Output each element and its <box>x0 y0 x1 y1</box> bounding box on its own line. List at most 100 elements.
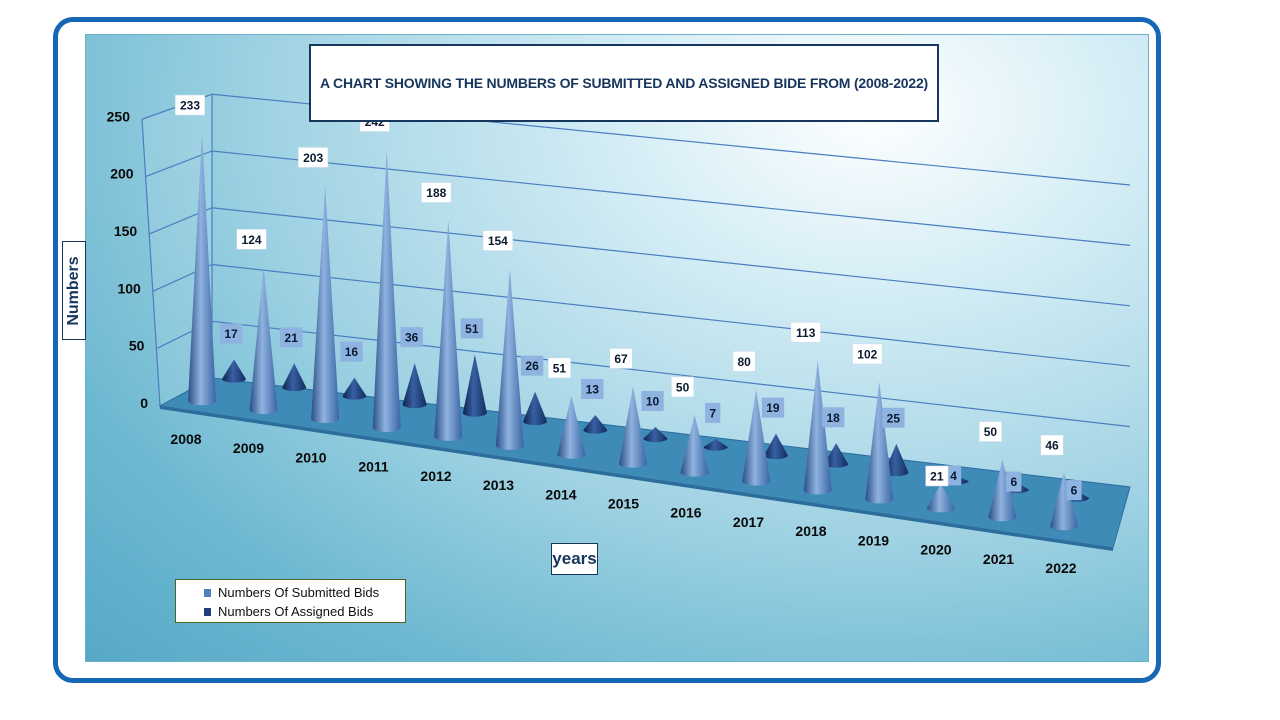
data-label-submitted-text: 102 <box>857 347 877 361</box>
data-label-assigned-text: 36 <box>405 331 419 345</box>
y-axis-title: Numbers <box>62 241 86 340</box>
data-label-assigned: 51 <box>460 318 484 339</box>
data-labels: 6 6 4 25 18 19 7 10 13 26 51 36 16 21 17 46 50 21 102 113 80… <box>174 94 1082 501</box>
data-label-submitted-box <box>298 147 329 168</box>
legend-label-submitted: Numbers Of Submitted Bids <box>218 585 380 600</box>
cone-assigned-body <box>462 354 487 417</box>
cone-submitted <box>372 149 401 432</box>
data-label-submitted: 113 <box>790 322 821 343</box>
cone-submitted <box>680 414 709 477</box>
data-label-assigned: 21 <box>280 327 303 348</box>
cone-assigned <box>583 415 608 434</box>
data-label-submitted: 67 <box>609 348 633 369</box>
data-label-assigned: 18 <box>821 407 845 428</box>
cone-submitted-body <box>249 267 278 415</box>
data-label-assigned-text: 25 <box>887 411 901 425</box>
data-label-submitted-box <box>174 94 206 116</box>
y-tick-label: 50 <box>129 338 145 354</box>
data-label-assigned-box <box>581 379 604 400</box>
data-label-assigned-text: 51 <box>465 322 479 336</box>
data-label-submitted-text: 46 <box>1045 439 1059 453</box>
cone-submitted-body <box>557 395 586 459</box>
data-label-assigned: 16 <box>340 341 363 362</box>
data-label-assigned: 36 <box>400 327 423 348</box>
legend: Numbers Of Submitted Bids Numbers Of Ass… <box>175 579 406 623</box>
cone-submitted <box>557 395 586 459</box>
data-label-submitted-box <box>547 357 571 379</box>
data-label-assigned-box <box>882 407 905 428</box>
x-tick-label: 2015 <box>608 496 639 512</box>
data-label-assigned-box <box>761 397 785 418</box>
y-tick-label: 100 <box>117 280 141 296</box>
data-label-submitted-box <box>236 229 267 250</box>
data-label-submitted-box <box>852 343 883 365</box>
data-label-submitted-box <box>609 348 633 369</box>
cone-assigned-body <box>583 415 608 434</box>
x-tick-label: 2019 <box>858 532 889 548</box>
cone-submitted <box>1050 473 1078 531</box>
cone-assigned <box>342 377 367 400</box>
cone-submitted <box>988 459 1017 522</box>
x-tick-label: 2022 <box>1045 560 1076 576</box>
cone-assigned-body <box>402 363 427 409</box>
data-label-assigned: 19 <box>761 397 785 418</box>
data-label-submitted-box <box>671 376 695 398</box>
floor-edge <box>160 406 1113 551</box>
data-label-submitted-text: 154 <box>488 234 508 248</box>
data-label-submitted: 102 <box>852 343 883 365</box>
data-label-assigned-box <box>1006 471 1022 492</box>
data-label-assigned-text: 17 <box>224 327 238 341</box>
data-label-submitted: 21 <box>925 465 949 487</box>
cone-submitted-body <box>619 386 647 468</box>
cone-assigned-body <box>282 363 307 392</box>
cone-assigned <box>282 363 307 392</box>
data-label-assigned: 26 <box>520 355 544 376</box>
x-tick-label: 2010 <box>295 449 326 465</box>
cone-submitted <box>434 220 463 441</box>
cone-submitted-body <box>988 459 1017 522</box>
data-label-submitted-text: 80 <box>737 355 751 369</box>
cone-submitted-body <box>372 149 401 432</box>
data-label-submitted-text: 113 <box>796 326 816 340</box>
cone-submitted <box>742 389 771 486</box>
x-axis: 2008 2009 2010 2011 2012 2013 2014 2015 2016 2017… <box>170 431 1076 576</box>
cone-submitted-body <box>680 414 709 477</box>
cone-assigned-body <box>222 359 246 383</box>
cone-assigned <box>884 443 909 477</box>
data-label-submitted-text: 50 <box>984 425 998 439</box>
data-label-submitted-box <box>790 322 821 343</box>
data-label-submitted: 51 <box>547 357 571 379</box>
data-label-assigned: 25 <box>882 407 905 428</box>
cone-submitted-body <box>803 360 832 495</box>
data-label-assigned: 6 <box>1006 471 1022 492</box>
cone-assigned-body <box>703 438 728 451</box>
cone-submitted-body <box>311 185 340 424</box>
data-label-assigned-box <box>400 327 423 348</box>
data-label-assigned-box <box>821 407 845 428</box>
cone-submitted <box>495 268 524 450</box>
cone-assigned-body <box>884 443 909 477</box>
data-label-submitted: 203 <box>298 147 329 168</box>
data-label-assigned: 7 <box>705 402 721 423</box>
y-axis-title-text: Numbers <box>65 255 82 326</box>
data-label-submitted-text: 50 <box>676 380 690 394</box>
left-wall-edge <box>141 119 161 407</box>
data-label-submitted: 154 <box>482 230 513 251</box>
data-label-assigned-text: 6 <box>1071 484 1078 498</box>
legend-item-assigned: Numbers Of Assigned Bids <box>204 602 405 621</box>
cone-assigned <box>763 433 788 460</box>
gridline <box>152 263 1131 367</box>
data-label-submitted: 188 <box>421 182 452 203</box>
data-label-assigned-text: 13 <box>586 383 600 397</box>
x-tick-label: 2013 <box>483 477 514 493</box>
x-axis-title: years <box>551 543 598 575</box>
data-label-assigned: 4 <box>945 465 962 486</box>
y-tick-label: 0 <box>140 395 148 411</box>
data-label-assigned-text: 18 <box>826 411 840 425</box>
data-label-submitted-box <box>421 182 452 203</box>
cone-submitted <box>926 483 955 513</box>
cones <box>188 133 1089 531</box>
cone-submitted-body <box>434 220 463 441</box>
cone-assigned <box>643 427 668 443</box>
